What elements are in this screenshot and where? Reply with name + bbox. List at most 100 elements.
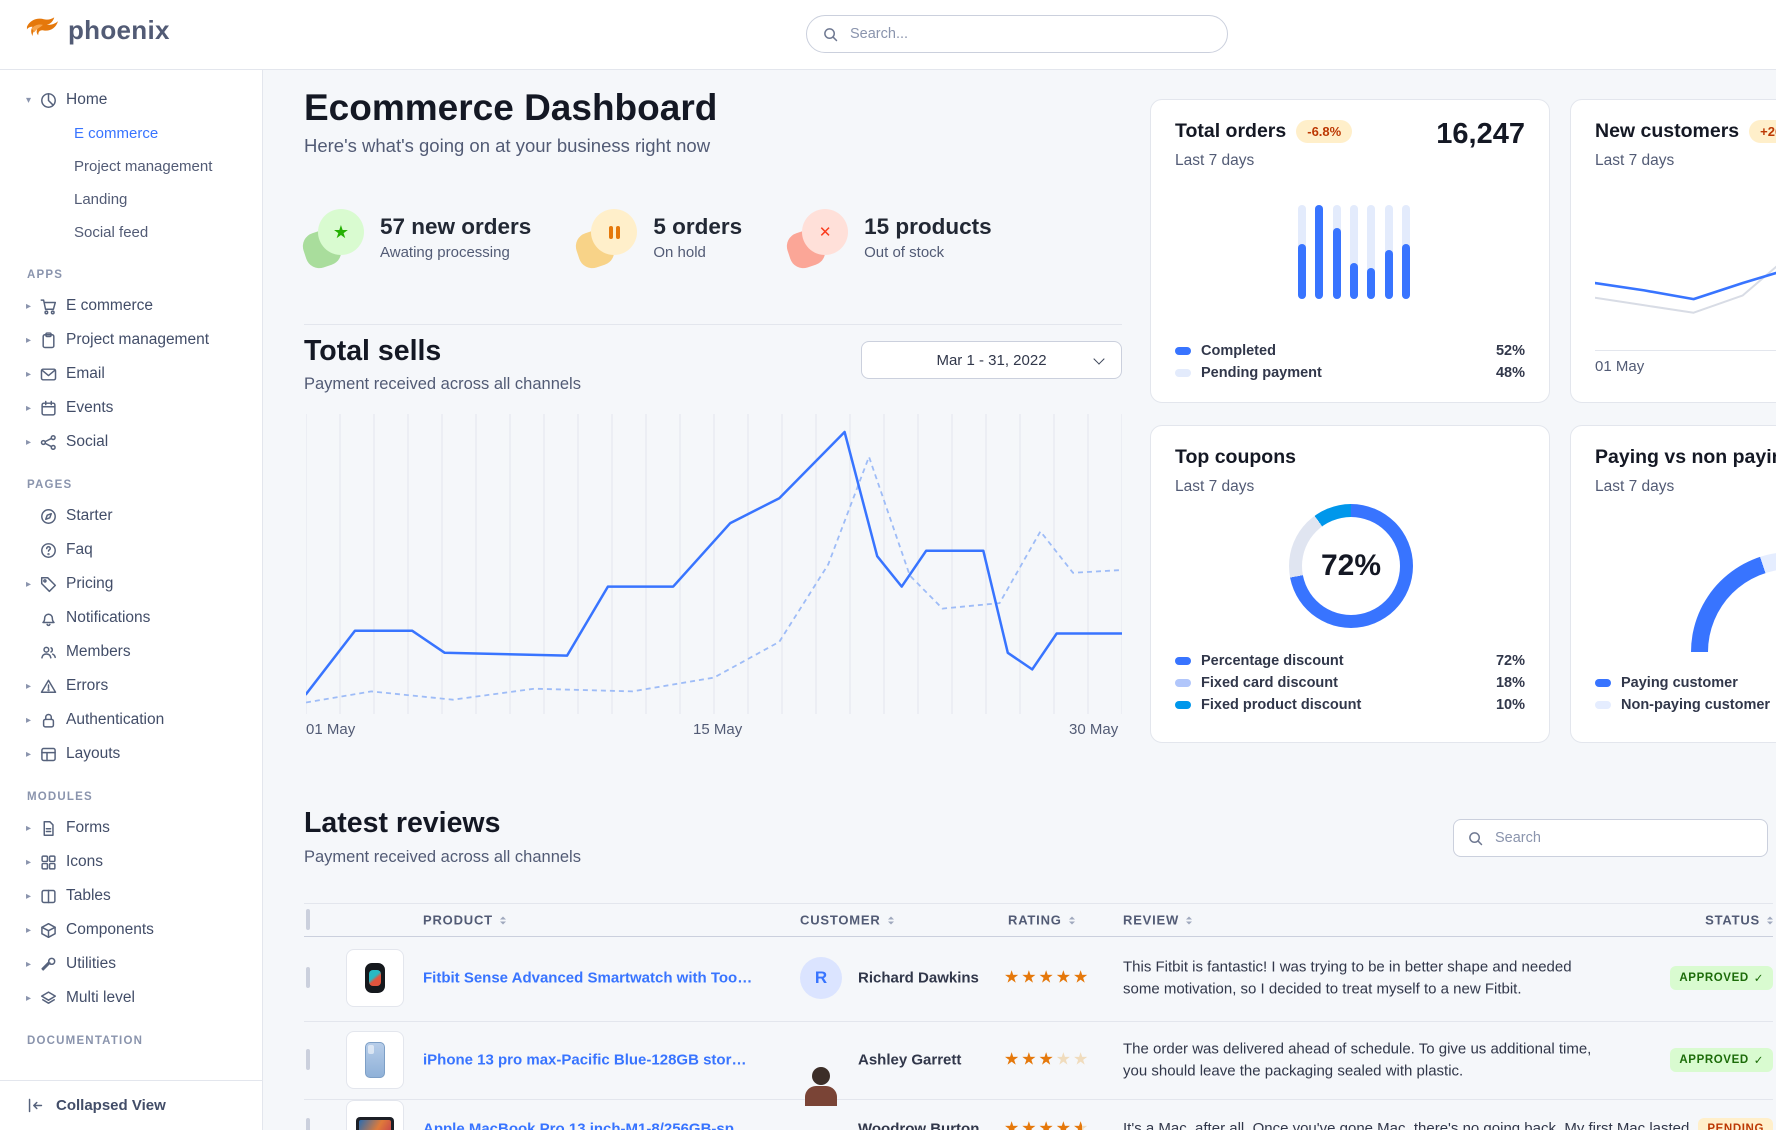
sidebar-item-icons[interactable]: ▸ Icons <box>0 845 262 879</box>
box-icon <box>40 922 66 939</box>
stat-value: 57 new orders <box>380 213 532 239</box>
sidebar-item-social-feed[interactable]: Social feed <box>74 224 149 241</box>
customer-name: Woodrow Burton <box>858 1120 980 1130</box>
date-range-select[interactable]: Mar 1 - 31, 2022 <box>861 341 1122 379</box>
sidebar-item-errors[interactable]: ▸ Errors <box>0 669 262 703</box>
sort-icon[interactable] <box>499 913 506 927</box>
coupons-donut-chart: 72% <box>1289 504 1413 628</box>
orders-bar-chart <box>1298 205 1410 299</box>
row-checkbox[interactable] <box>306 1118 310 1130</box>
sidebar-item-label: Home <box>66 91 108 108</box>
sidebar-item-apps-ecommerce[interactable]: ▸ E commerce <box>0 289 262 323</box>
sidebar-item-apps-project-management[interactable]: ▸ Project management <box>0 323 262 357</box>
order-stats: ★ 57 new orders Awating processing 5 ord… <box>299 207 992 272</box>
warning-triangle-icon <box>40 678 66 695</box>
users-icon <box>40 644 66 661</box>
column-header-review[interactable]: REVIEW <box>1123 913 1193 928</box>
chevron-down-icon <box>1093 353 1105 365</box>
row-checkbox[interactable] <box>306 1049 310 1070</box>
sidebar: ▾ Home E commerce Project management Lan… <box>0 69 263 1130</box>
brand-logo[interactable]: phoenix <box>26 15 170 46</box>
product-link[interactable]: Fitbit Sense Advanced Smartwatch with To… <box>423 969 753 987</box>
product-thumbnail[interactable] <box>346 1031 404 1089</box>
global-search-input[interactable] <box>848 25 1211 43</box>
product-link[interactable]: Apple MacBook Pro 13 inch-M1-8/256GB-spa… <box>423 1120 753 1130</box>
sidebar-item-utilities[interactable]: ▸ Utilities <box>0 947 262 981</box>
caret-right-icon: ▸ <box>26 680 32 692</box>
legend-label: Non-paying customer <box>1621 697 1771 713</box>
legend-swatch <box>1175 679 1191 687</box>
select-all-checkbox[interactable] <box>306 909 310 930</box>
reviews-table-header: PRODUCT CUSTOMER RATING REVIEW STATUS <box>304 903 1773 937</box>
new-customers-chart <box>1595 206 1776 346</box>
stat-label: On hold <box>653 243 706 261</box>
legend-swatch <box>1595 679 1611 687</box>
legend-label: Fixed product discount <box>1201 697 1362 713</box>
share-icon <box>40 434 66 451</box>
caret-right-icon: ▸ <box>26 334 32 346</box>
sidebar-item-faq[interactable]: Faq <box>0 533 262 567</box>
table-row: Apple MacBook Pro 13 inch-M1-8/256GB-spa… <box>304 1099 1773 1130</box>
sidebar-item-home[interactable]: ▾ Home <box>0 83 262 117</box>
sidebar-item-components[interactable]: ▸ Components <box>0 913 262 947</box>
sidebar-item-email[interactable]: ▸ Email <box>0 357 262 391</box>
stat-label: Out of stock <box>864 243 945 261</box>
caret-right-icon: ▸ <box>26 924 32 936</box>
sidebar-item-multi-level[interactable]: ▸ Multi level <box>0 981 262 1015</box>
card-title: New customers <box>1595 120 1740 142</box>
card-period: Last 7 days <box>1595 152 1675 169</box>
sidebar-item-starter[interactable]: Starter <box>0 499 262 533</box>
sidebar-item-authentication[interactable]: ▸ Authentication <box>0 703 262 737</box>
sidebar-item-label: Components <box>66 921 154 938</box>
sidebar-item-pricing[interactable]: ▸ Pricing <box>0 567 262 601</box>
reviews-search-input[interactable] <box>1493 829 1753 847</box>
status-badge: PENDING <box>1698 1118 1773 1130</box>
product-thumbnail[interactable] <box>346 1100 404 1130</box>
latest-reviews-subtitle: Payment received across all channels <box>304 848 581 866</box>
reviews-search[interactable] <box>1453 819 1768 857</box>
product-link[interactable]: iPhone 13 pro max-Pacific Blue-128GB sto… <box>423 1051 753 1069</box>
sidebar-item-tables[interactable]: ▸ Tables <box>0 879 262 913</box>
sidebar-item-ecommerce[interactable]: E commerce <box>74 125 159 142</box>
collapsed-view-toggle[interactable]: Collapsed View <box>0 1080 262 1130</box>
sort-icon[interactable] <box>1186 913 1193 927</box>
product-thumbnail[interactable] <box>346 949 404 1007</box>
date-range-value: Mar 1 - 31, 2022 <box>936 351 1047 369</box>
caret-right-icon: ▸ <box>26 748 32 760</box>
global-search[interactable] <box>806 15 1228 53</box>
total-orders-card: Total orders -6.8% Last 7 days 16,247 Co… <box>1150 99 1550 403</box>
x-axis-label: 01 May <box>306 721 356 738</box>
table-row: Fitbit Sense Advanced Smartwatch with To… <box>304 935 1773 1022</box>
sidebar-item-notifications[interactable]: Notifications <box>0 601 262 635</box>
sort-icon[interactable] <box>1068 913 1075 927</box>
sort-icon[interactable] <box>887 913 894 927</box>
stat-out-of-stock: ✕ 15 products Out of stock <box>783 207 992 272</box>
sidebar-item-project-management[interactable]: Project management <box>74 158 213 175</box>
sidebar-item-members[interactable]: Members <box>0 635 262 669</box>
sidebar-item-layouts[interactable]: ▸ Layouts <box>0 737 262 771</box>
layers-icon <box>40 990 66 1007</box>
clipboard-icon <box>40 331 66 349</box>
customer-name: Richard Dawkins <box>858 969 979 987</box>
legend-value: 52% <box>1495 343 1525 359</box>
row-checkbox[interactable] <box>306 967 310 988</box>
column-header-customer[interactable]: CUSTOMER <box>800 913 894 928</box>
caret-right-icon: ▸ <box>26 822 32 834</box>
rating-stars: ★★★★★★★★★★ <box>1004 1049 1091 1069</box>
sidebar-item-social[interactable]: ▸ Social <box>0 425 262 459</box>
sidebar-item-landing[interactable]: Landing <box>74 191 128 208</box>
sidebar-item-events[interactable]: ▸ Events <box>0 391 262 425</box>
column-header-rating[interactable]: RATING <box>1008 913 1075 928</box>
table-row: iPhone 13 pro max-Pacific Blue-128GB sto… <box>304 1021 1773 1106</box>
sort-icon[interactable] <box>1767 913 1773 927</box>
x-axis-label: 30 May <box>1069 721 1119 738</box>
calendar-icon <box>40 400 66 417</box>
legend-swatch <box>1595 701 1611 709</box>
column-header-product[interactable]: PRODUCT <box>423 913 506 928</box>
review-text: This Fitbit is fantastic! I was trying t… <box>1123 958 1572 997</box>
status-badge: APPROVED ✓ <box>1670 1048 1773 1072</box>
tag-icon <box>40 576 66 593</box>
column-header-status[interactable]: STATUS <box>1705 913 1773 928</box>
sidebar-item-forms[interactable]: ▸ Forms <box>0 811 262 845</box>
stat-value: 5 orders <box>653 213 743 239</box>
